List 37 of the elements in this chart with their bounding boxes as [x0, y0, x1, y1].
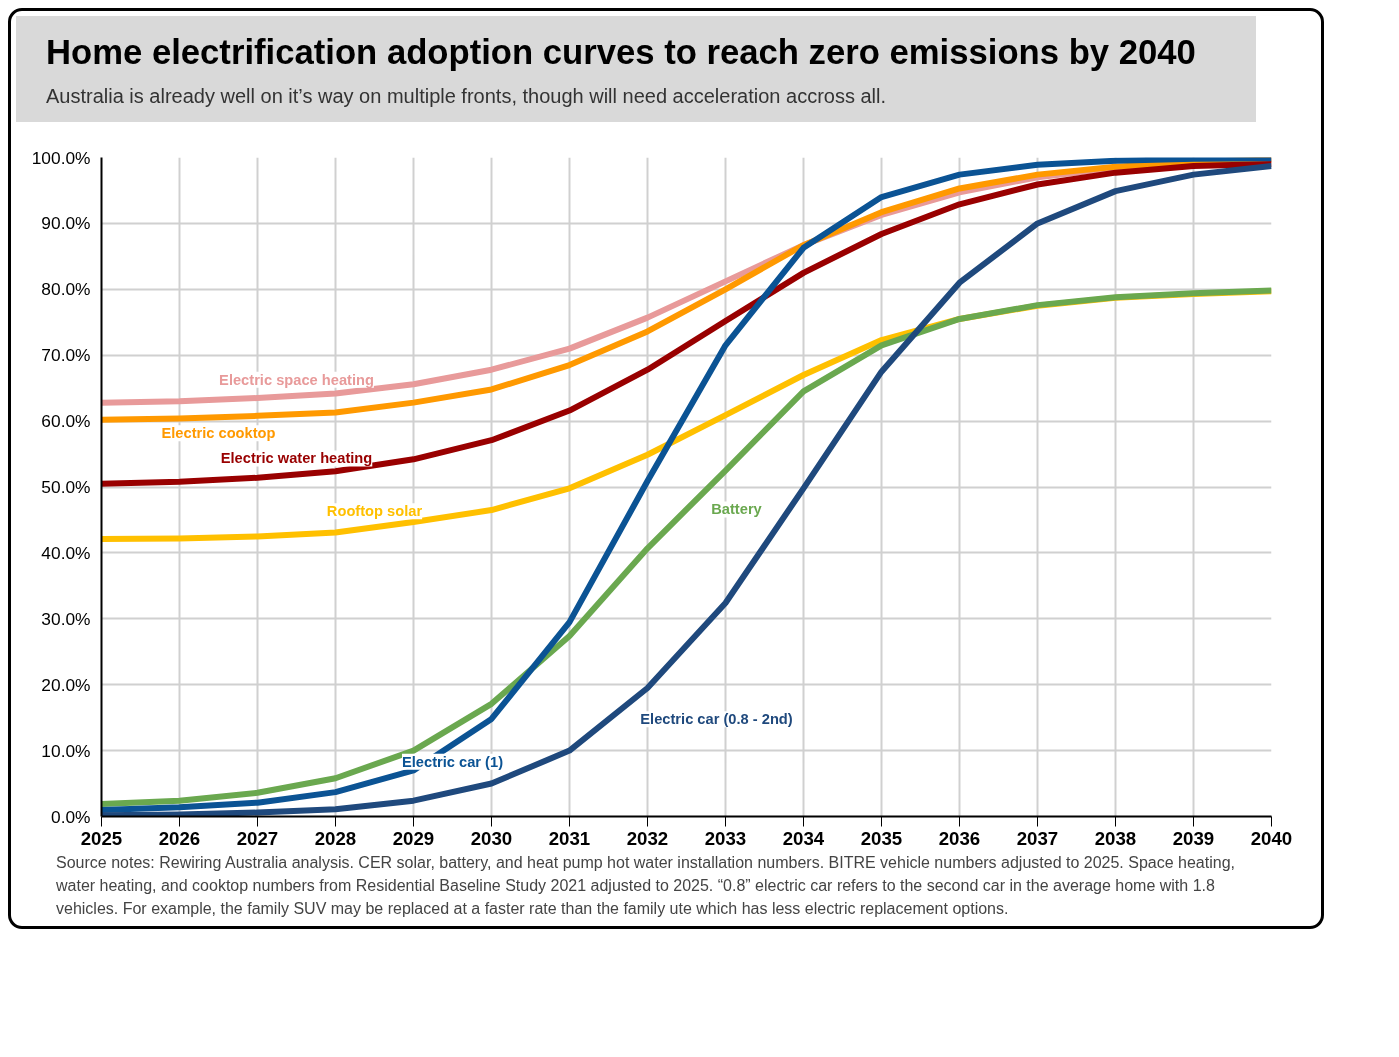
x-tick-label: 2026: [158, 827, 201, 849]
x-tick-label: 2030: [470, 827, 513, 849]
series-label: Rooftop solar: [326, 503, 423, 520]
y-tick-label: 100.0%: [31, 147, 91, 168]
series-label: Electric cooktop: [161, 425, 276, 442]
x-tick-label: 2036: [938, 827, 981, 849]
y-tick-label: 90.0%: [41, 213, 91, 234]
x-tick-label: 2025: [80, 827, 123, 849]
x-tick-label: 2028: [314, 827, 357, 849]
chart-subtitle: Australia is already well on it’s way on multiple fronts, though will need acceleration accross all.: [46, 83, 888, 109]
y-tick-label: 50.0%: [41, 477, 91, 498]
y-tick-label: 0.0%: [51, 806, 91, 827]
y-tick-label: 30.0%: [41, 608, 91, 629]
series-label: Battery: [711, 501, 763, 518]
source-note: Source notes: Rewiring Australia analysis. CER solar, battery, and heat pump hot water installation numbers. BITRE vehicle numbers adjusted to 2025. Space heating, water heating, and cooktop numbers from Residential Baseline Study 2021 adjusted to 2025. “0.8” electric car refers to the second car in the average home with 1.8 vehicles. For example, the family SUV may be replaced at a faster rate than the family ute which has less electric replacement options.: [56, 853, 1236, 919]
y-tick-label: 70.0%: [41, 345, 91, 366]
x-tick-label: 2040: [1250, 827, 1293, 849]
series-label: Electric car (0.8 - 2nd): [640, 711, 793, 728]
x-tick-label: 2033: [704, 827, 747, 849]
y-tick-label: 10.0%: [41, 740, 91, 761]
x-tick-label: 2027: [236, 827, 279, 849]
x-tick-label: 2029: [392, 827, 435, 849]
y-tick-label: 20.0%: [41, 674, 91, 695]
x-tick-label: 2037: [1016, 827, 1059, 849]
x-tick-label: 2031: [548, 827, 591, 849]
x-tick-label: 2039: [1172, 827, 1215, 849]
series-label: Electric water heating: [220, 450, 373, 467]
chart-title: Home electrification adoption curves to reach zero emissions by 2040: [46, 32, 1197, 73]
x-tick-label: 2038: [1094, 827, 1137, 849]
x-tick-label: 2034: [782, 827, 825, 849]
y-tick-label: 80.0%: [41, 279, 91, 300]
y-tick-label: 40.0%: [41, 542, 91, 563]
series-label: Electric car (1): [401, 753, 504, 770]
x-tick-label: 2032: [626, 827, 669, 849]
y-tick-label: 60.0%: [41, 411, 91, 432]
series-label: Electric space heating: [219, 371, 374, 388]
x-tick-label: 2035: [860, 827, 903, 849]
